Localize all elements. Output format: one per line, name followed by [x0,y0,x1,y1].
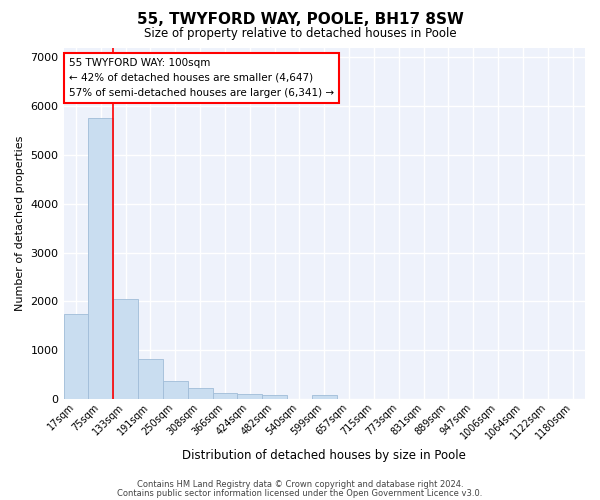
Text: Size of property relative to detached houses in Poole: Size of property relative to detached ho… [143,28,457,40]
X-axis label: Distribution of detached houses by size in Poole: Distribution of detached houses by size … [182,450,466,462]
Text: 55 TWYFORD WAY: 100sqm
← 42% of detached houses are smaller (4,647)
57% of semi-: 55 TWYFORD WAY: 100sqm ← 42% of detached… [69,58,334,98]
Bar [238,394,262,399]
Bar [312,396,337,399]
Bar [188,388,212,399]
Bar [262,396,287,399]
Bar [88,118,113,399]
Text: Contains HM Land Registry data © Crown copyright and database right 2024.: Contains HM Land Registry data © Crown c… [137,480,463,489]
Bar [113,299,138,399]
Bar [64,314,88,399]
Bar [212,393,238,399]
Text: 55, TWYFORD WAY, POOLE, BH17 8SW: 55, TWYFORD WAY, POOLE, BH17 8SW [137,12,463,26]
Bar [163,381,188,399]
Bar [138,359,163,399]
Text: Contains public sector information licensed under the Open Government Licence v3: Contains public sector information licen… [118,489,482,498]
Y-axis label: Number of detached properties: Number of detached properties [15,136,25,311]
